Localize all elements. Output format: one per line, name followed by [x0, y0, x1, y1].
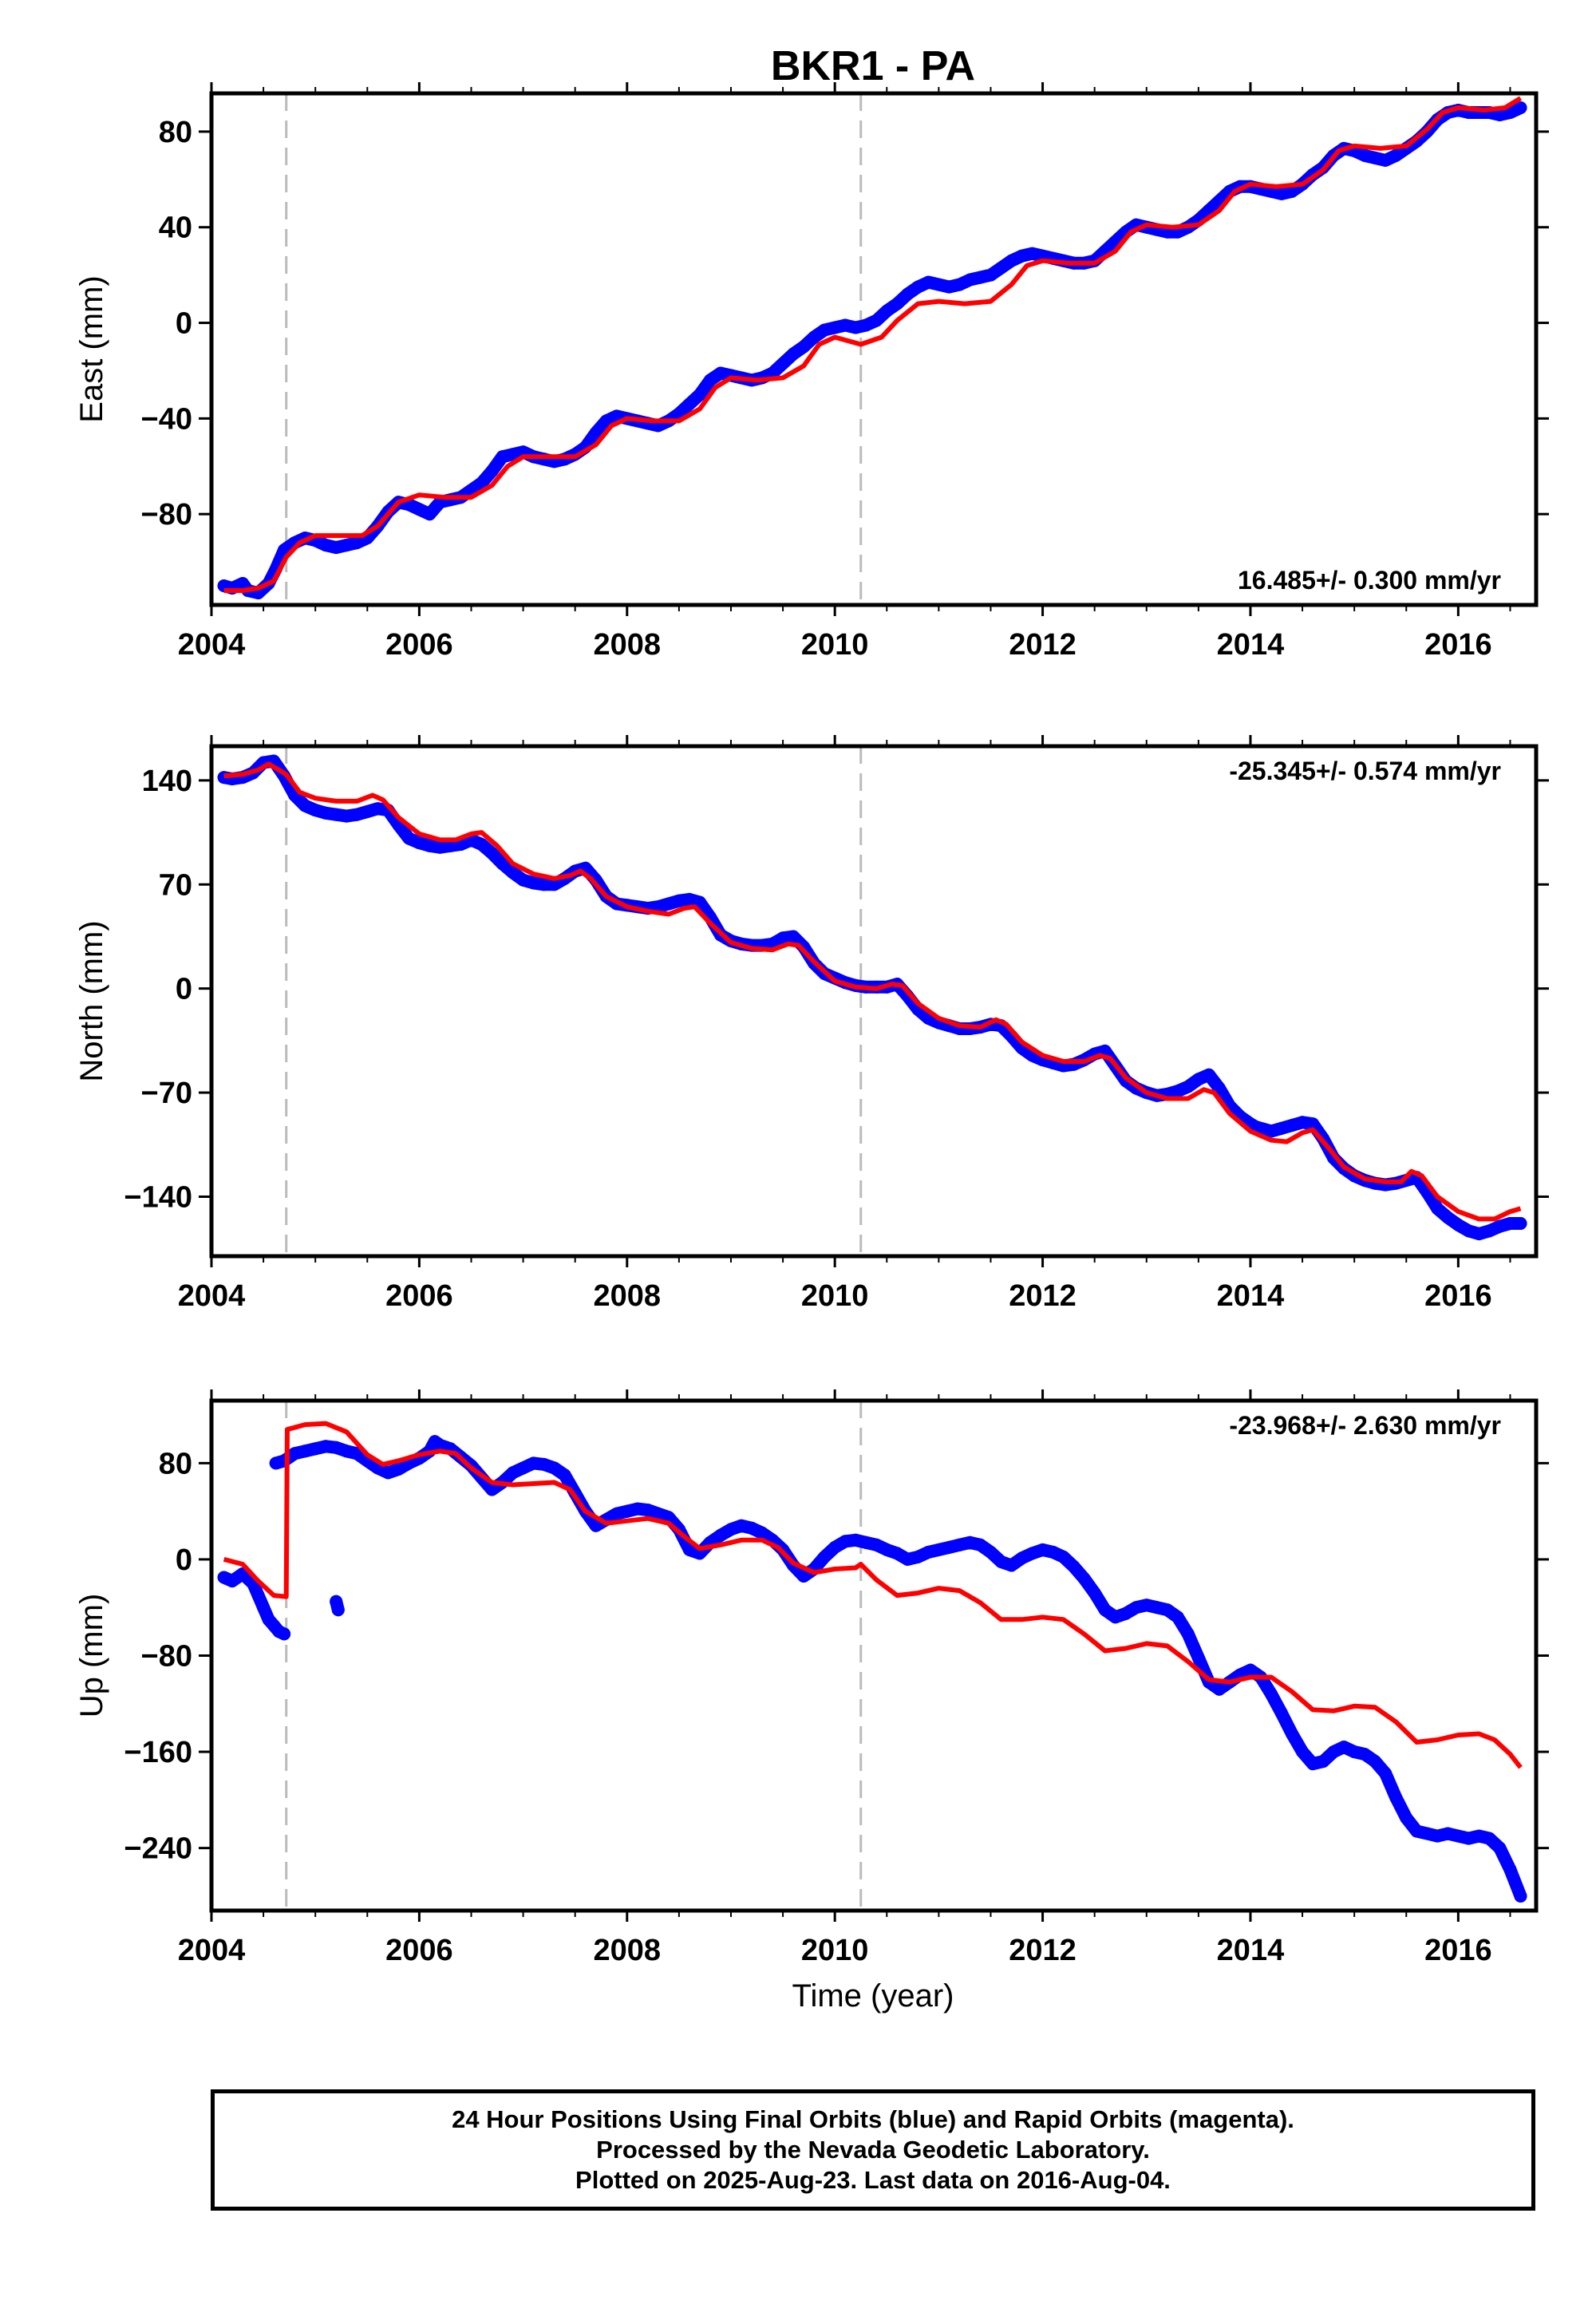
north-y-tick-label: 140 — [142, 765, 192, 798]
up-y-axis-label: Up (mm) — [74, 1594, 109, 1718]
north-x-tick-label: 2008 — [594, 1279, 662, 1313]
north-y-axis-label: North (mm) — [74, 920, 109, 1081]
x-axis-label: Time (year) — [792, 1978, 954, 2014]
north-panel: 2004 2006 2008 2010 2012 2014 2016 −140 −70 0 70 14… — [74, 735, 1549, 1313]
up-x-tick-label: 2016 — [1424, 1934, 1492, 1967]
chart-title: BKR1 - PA — [771, 43, 975, 89]
up-x-tick-label: 2004 — [178, 1934, 246, 1967]
east-y-tick-label: −40 — [141, 402, 192, 436]
north-rate-label: -25.345+/- 0.574 mm/yr — [1229, 757, 1501, 785]
up-y-tick-label: −80 — [141, 1640, 192, 1674]
east-x-tick-label: 2016 — [1424, 628, 1492, 662]
up-panel: 2004 2006 2008 2010 2012 2014 2016 −240 −160 −80 0… — [74, 1389, 1549, 1967]
up-x-tick-label: 2008 — [594, 1934, 662, 1967]
east-x-tick-label: 2008 — [594, 628, 662, 662]
east-data-band — [217, 101, 1527, 599]
north-x-tick-label: 2006 — [385, 1279, 453, 1313]
east-x-tick-label: 2010 — [801, 628, 869, 662]
east-y-tick-label: 0 — [176, 307, 192, 341]
up-data-points — [217, 1435, 1527, 1903]
up-x-tick-label: 2012 — [1009, 1934, 1077, 1967]
up-model-line — [223, 1421, 1523, 1769]
caption-line-1: 24 Hour Positions Using Final Orbits (bl… — [452, 2105, 1294, 2133]
east-x-tick-label: 2004 — [178, 628, 246, 662]
caption-box: 24 Hour Positions Using Final Orbits (bl… — [211, 2089, 1535, 2211]
east-y-tick-label: −80 — [141, 498, 192, 532]
east-data-points — [217, 101, 1527, 599]
north-x-tick-label: 2004 — [178, 1279, 246, 1313]
east-y-tick-label: 80 — [159, 116, 192, 149]
east-frame — [209, 91, 1539, 607]
north-x-tick-label: 2016 — [1424, 1279, 1492, 1313]
east-x-tick-label: 2006 — [385, 628, 453, 662]
panels-group: 2004 2006 2008 2010 2012 2014 2016 −80 −40 0 40 80 E… — [74, 82, 1549, 1967]
north-y-tick-label: 70 — [159, 868, 192, 902]
east-y-tick-label: 40 — [159, 211, 192, 245]
north-x-tick-label: 2014 — [1217, 1279, 1285, 1313]
up-frame — [209, 1398, 1539, 1913]
up-y-tick-label: −160 — [124, 1736, 192, 1769]
up-x-tick-label: 2006 — [385, 1934, 453, 1967]
north-y-tick-label: 0 — [176, 973, 192, 1006]
east-x-tick-label: 2014 — [1217, 628, 1285, 662]
caption-line-3: Plotted on 2025-Aug-23. Last data on 201… — [575, 2166, 1171, 2194]
north-x-tick-label: 2012 — [1009, 1279, 1077, 1313]
up-x-tick-label: 2014 — [1217, 1934, 1285, 1967]
north-model-line — [223, 761, 1522, 1222]
east-x-tick-label: 2012 — [1009, 628, 1077, 662]
east-panel: 2004 2006 2008 2010 2012 2014 2016 −80 −40 0 40 80 E… — [74, 82, 1549, 662]
up-rate-label: -23.968+/- 2.630 mm/yr — [1229, 1411, 1501, 1440]
north-frame — [209, 744, 1539, 1259]
up-data-band — [217, 1435, 1527, 1903]
up-y-tick-label: 0 — [176, 1543, 192, 1577]
north-y-tick-label: −70 — [141, 1077, 192, 1110]
east-model-line — [223, 96, 1523, 593]
north-y-tick-label: −140 — [124, 1180, 192, 1214]
caption-line-2: Processed by the Nevada Geodetic Laborat… — [596, 2136, 1150, 2164]
up-x-tick-label: 2010 — [801, 1934, 869, 1967]
up-y-tick-label: 80 — [159, 1447, 192, 1480]
east-y-axis-label: East (mm) — [74, 275, 109, 422]
north-x-tick-label: 2010 — [801, 1279, 869, 1313]
east-rate-label: 16.485+/- 0.300 mm/yr — [1238, 566, 1501, 595]
up-y-tick-label: −240 — [124, 1832, 192, 1866]
